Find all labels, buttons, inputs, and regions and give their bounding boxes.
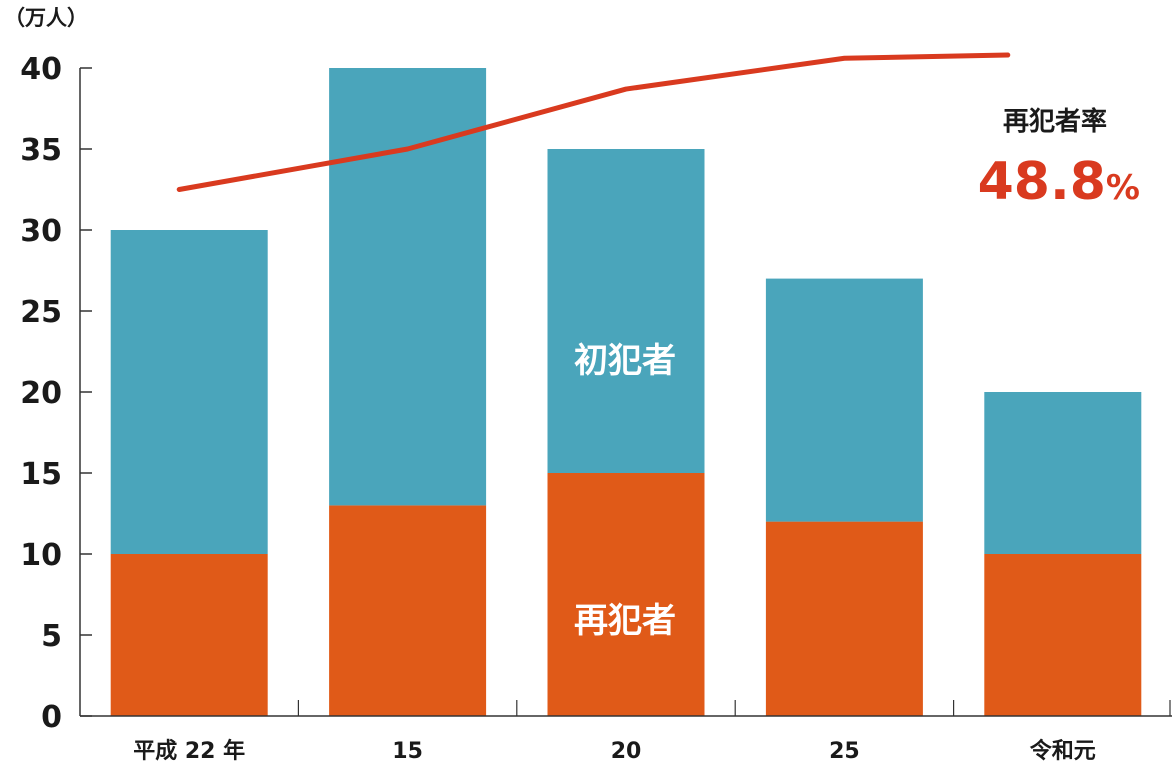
bar-repeat-offenders bbox=[547, 473, 705, 716]
bar-first-offenders bbox=[765, 278, 923, 522]
y-tick-label: 15 bbox=[20, 457, 62, 492]
bar-first-offenders bbox=[329, 68, 487, 506]
y-tick-label: 30 bbox=[20, 214, 62, 249]
recidivism-rate-title: 再犯者率 bbox=[1003, 106, 1107, 137]
y-tick-label: 10 bbox=[20, 538, 62, 573]
y-tick-label: 40 bbox=[20, 52, 62, 87]
x-category-label: 平成 22 年 bbox=[133, 738, 245, 763]
x-category-label: 令和元 bbox=[1030, 738, 1096, 763]
first-offender-series-label: 初犯者 bbox=[574, 341, 676, 381]
bar-repeat-offenders bbox=[110, 554, 268, 716]
recidivism-rate-percent-sign: % bbox=[1106, 168, 1140, 208]
recidivism-rate-value: 48.8% bbox=[978, 152, 1140, 212]
y-tick-label: 25 bbox=[20, 295, 62, 330]
bar-repeat-offenders bbox=[765, 521, 923, 716]
recidivism-rate-number: 48.8 bbox=[978, 152, 1106, 212]
bar-repeat-offenders bbox=[329, 505, 487, 716]
y-tick-label: 35 bbox=[20, 133, 62, 168]
bar-first-offenders bbox=[984, 392, 1142, 554]
x-category-label: 25 bbox=[829, 739, 860, 763]
x-category-label: 20 bbox=[611, 739, 642, 763]
x-category-label: 15 bbox=[392, 739, 423, 763]
bar-repeat-offenders bbox=[984, 554, 1142, 716]
repeat-offender-series-label: 再犯者 bbox=[574, 601, 676, 641]
bar-first-offenders bbox=[547, 149, 705, 473]
y-tick-label: 20 bbox=[20, 376, 62, 411]
y-tick-label: 5 bbox=[41, 619, 62, 654]
bar-first-offenders bbox=[110, 230, 268, 554]
y-tick-label: 0 bbox=[41, 700, 62, 735]
recidivism-rate-line bbox=[176, 52, 1011, 192]
y-axis-unit-label: （万人） bbox=[4, 6, 88, 30]
